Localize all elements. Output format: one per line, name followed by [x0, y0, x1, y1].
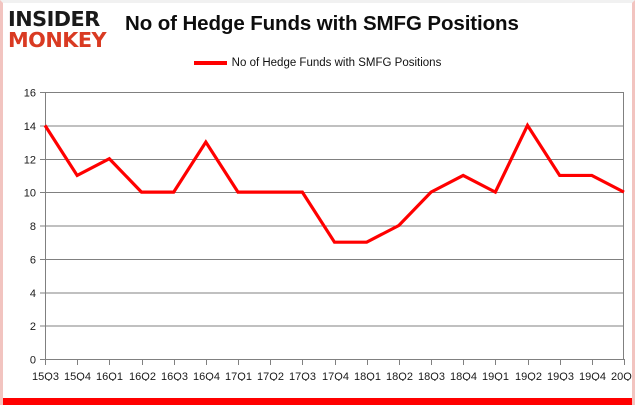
- svg-text:16: 16: [24, 88, 36, 100]
- svg-text:19Q2: 19Q2: [515, 371, 542, 381]
- page-title: No of Hedge Funds with SMFG Positions: [125, 12, 519, 35]
- chart-axes: [45, 92, 624, 359]
- line-chart-svg: 0 2 4 6 8 10 12 14 16 15Q3 15Q4 16Q1 16Q2 16Q3 16Q4 17…: [24, 88, 632, 382]
- svg-text:16Q3: 16Q3: [161, 371, 188, 381]
- svg-text:18Q4: 18Q4: [450, 371, 477, 381]
- svg-text:17Q2: 17Q2: [257, 371, 284, 381]
- chart-x-tickmarks: [45, 359, 625, 365]
- svg-text:17Q1: 17Q1: [225, 371, 252, 381]
- chart-x-axis-labels: 15Q3 15Q4 16Q1 16Q2 16Q3 16Q4 17Q1 17Q2 17Q3 17Q4…: [32, 371, 632, 381]
- insider-monkey-logo: INSIDER MONKEY: [8, 9, 120, 51]
- logo-text-insider: INSIDER: [8, 7, 100, 31]
- svg-text:17Q4: 17Q4: [322, 371, 349, 381]
- svg-text:2: 2: [30, 321, 36, 333]
- svg-text:6: 6: [30, 254, 36, 266]
- svg-text:18Q3: 18Q3: [418, 371, 445, 381]
- svg-text:10: 10: [24, 188, 36, 200]
- svg-text:17Q3: 17Q3: [289, 371, 316, 381]
- svg-text:15Q3: 15Q3: [32, 371, 59, 381]
- svg-text:4: 4: [30, 288, 36, 300]
- svg-text:16Q1: 16Q1: [96, 371, 123, 381]
- chart-gridlines: [40, 92, 624, 360]
- svg-text:19Q1: 19Q1: [482, 371, 509, 381]
- data-series-line: [43, 122, 625, 244]
- legend-entry-label: No of Hedge Funds with SMFG Positions: [231, 57, 442, 69]
- svg-text:16Q2: 16Q2: [129, 371, 156, 381]
- chart-legend: No of Hedge Funds with SMFG Positions: [3, 57, 632, 69]
- footer-accent-bar: [3, 398, 632, 405]
- legend-swatch-icon: [193, 61, 227, 65]
- svg-text:18Q2: 18Q2: [386, 371, 413, 381]
- chart-y-axis-labels: 0 2 4 6 8 10 12 14 16: [24, 88, 36, 367]
- svg-text:15Q4: 15Q4: [64, 371, 91, 381]
- chart-plot-area: 0 2 4 6 8 10 12 14 16 15Q3 15Q4 16Q1 16Q2 16Q3 16Q4 17…: [3, 81, 632, 382]
- svg-text:0: 0: [30, 355, 36, 367]
- svg-text:20Q1: 20Q1: [611, 371, 632, 381]
- svg-text:19Q4: 19Q4: [579, 371, 606, 381]
- svg-text:16Q4: 16Q4: [193, 371, 220, 381]
- svg-text:8: 8: [30, 221, 36, 233]
- chart-header: INSIDER MONKEY No of Hedge Funds with SM…: [3, 3, 632, 51]
- svg-text:18Q1: 18Q1: [354, 371, 381, 381]
- logo-text-monkey: MONKEY: [8, 28, 107, 52]
- svg-text:14: 14: [24, 121, 36, 133]
- svg-text:19Q3: 19Q3: [547, 371, 574, 381]
- svg-text:12: 12: [24, 154, 36, 166]
